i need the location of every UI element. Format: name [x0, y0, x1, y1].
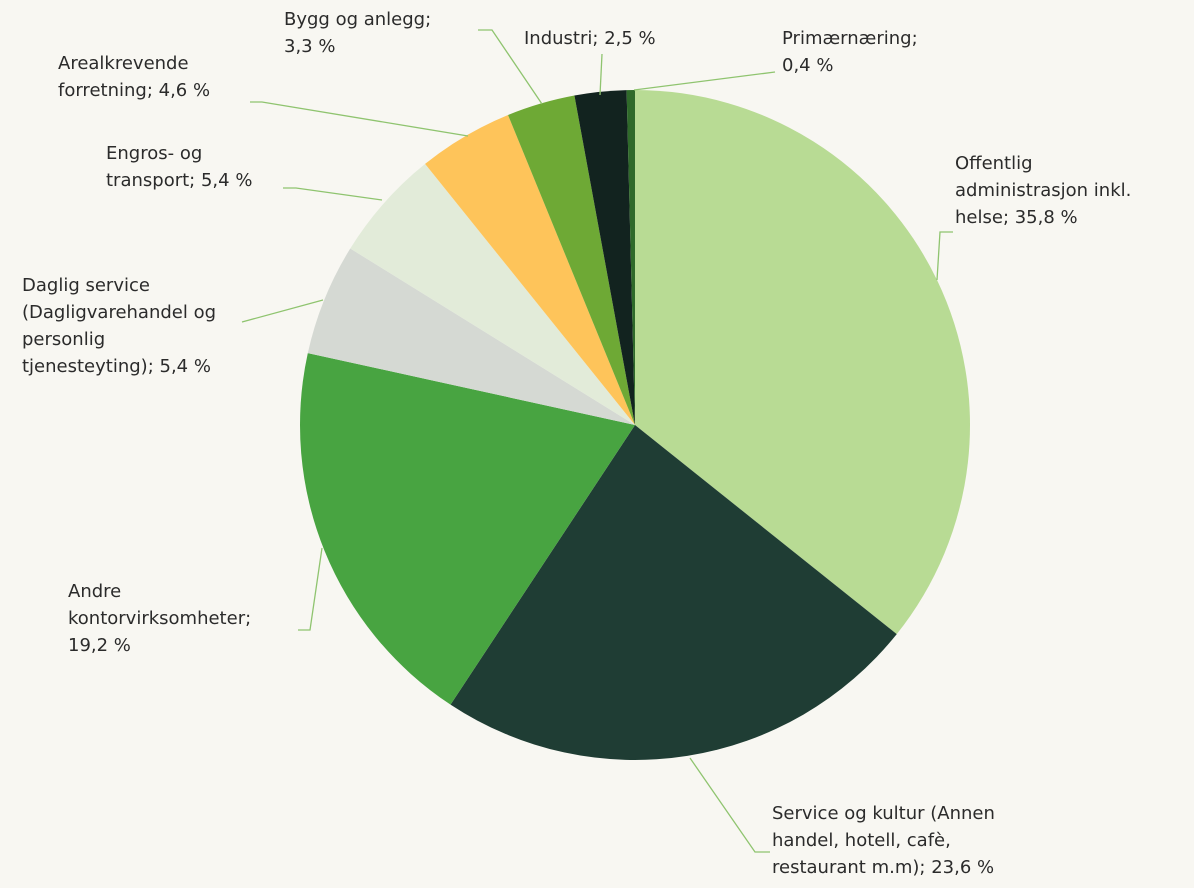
value-label: 5,4 % [200, 170, 253, 191]
value-label: 23,6 % [931, 857, 995, 878]
value-label: 0,4 % [782, 55, 834, 76]
pie-slice [450, 425, 897, 761]
label-separator: ; [147, 356, 160, 377]
pie-slice [425, 115, 635, 425]
data-label: Primærnæring; 0,4 % [782, 25, 932, 79]
data-label: Offentlig administrasjon inkl. helse; 35… [955, 150, 1155, 231]
pie-slice [307, 248, 635, 425]
pie-slice [626, 90, 635, 425]
value-label: 2,5 % [604, 28, 656, 49]
leader-line [936, 231, 953, 281]
value-label: 3,3 % [284, 36, 336, 57]
leader-line [633, 71, 776, 91]
pie-slice [350, 163, 635, 426]
category-label: Arealkrevende forretning [58, 53, 189, 101]
label-separator: ; [146, 80, 159, 101]
data-label: Arealkrevende forretning; 4,6 % [58, 50, 238, 104]
category-label: Andre kontorvirksomheter [68, 581, 246, 629]
leader-line [250, 101, 469, 137]
category-label: Offentlig administrasjon inkl. helse [955, 153, 1132, 228]
leader-line [241, 299, 324, 323]
category-label: Primærnæring [782, 28, 912, 49]
leader-line [283, 187, 383, 201]
label-separator: ; [919, 857, 932, 878]
value-label: 4,6 % [158, 80, 211, 101]
label-separator: ; [189, 170, 201, 191]
leader-line [599, 53, 603, 96]
leader-line [689, 757, 770, 853]
value-label: 5,4 % [159, 356, 211, 377]
pie-slice [574, 90, 635, 425]
label-separator: ; [1002, 207, 1015, 228]
data-label: Andre kontorvirksomheter; 19,2 % [68, 578, 273, 659]
category-label: Daglig service (Dagligvarehandel og pers… [22, 275, 217, 377]
pie-slice [300, 353, 635, 705]
data-label: Engros- og transport; 5,4 % [106, 140, 271, 194]
value-label: 35,8 % [1014, 207, 1078, 228]
leader-line [478, 29, 543, 105]
category-label: Service og kultur (Annen handel, hotell,… [772, 803, 995, 878]
data-label: Daglig service (Dagligvarehandel og pers… [22, 272, 237, 380]
value-label: 19,2 % [68, 635, 131, 656]
data-label: Service og kultur (Annen handel, hotell,… [772, 800, 1037, 881]
label-separator: ; [911, 28, 924, 49]
data-label: Bygg og anlegg; 3,3 % [284, 6, 454, 60]
category-label: Bygg og anlegg [284, 9, 426, 30]
pie-slice [635, 90, 970, 635]
leader-line [298, 547, 323, 631]
category-label: Industri [524, 28, 593, 49]
label-separator: ; [245, 608, 257, 629]
pie-slice [508, 95, 635, 425]
label-separator: ; [425, 9, 437, 30]
data-label: Industri; 2,5 % [524, 25, 724, 52]
label-separator: ; [592, 28, 605, 49]
category-label: Engros- og transport [106, 143, 203, 191]
